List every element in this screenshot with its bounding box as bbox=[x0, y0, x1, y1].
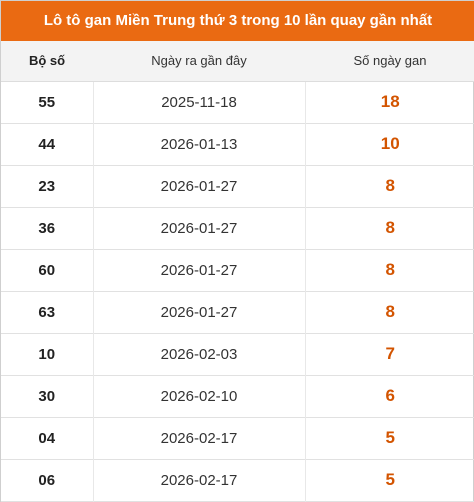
cell-number: 10 bbox=[1, 333, 94, 375]
cell-number: 06 bbox=[1, 459, 94, 501]
table-row: 06 2026-02-17 5 bbox=[1, 459, 474, 501]
cell-days: 5 bbox=[385, 470, 395, 489]
cell-number: 44 bbox=[1, 123, 94, 165]
table-row: 30 2026-02-10 6 bbox=[1, 375, 474, 417]
table-title: Lô tô gan Miền Trung thứ 3 trong 10 lần … bbox=[1, 1, 474, 41]
table-row: 23 2026-01-27 8 bbox=[1, 165, 474, 207]
cell-days: 8 bbox=[385, 260, 395, 279]
cell-days: 6 bbox=[385, 386, 395, 405]
cell-days: 10 bbox=[380, 134, 400, 153]
table-row: 04 2026-02-17 5 bbox=[1, 417, 474, 459]
cell-date: 2026-01-27 bbox=[93, 291, 306, 333]
cell-days: 5 bbox=[385, 428, 395, 447]
cell-days: 8 bbox=[385, 302, 395, 321]
cell-number: 55 bbox=[1, 81, 94, 123]
table-header-row: Bộ số Ngày ra gần đây Số ngày gan bbox=[1, 41, 474, 82]
cell-date: 2026-02-17 bbox=[93, 459, 306, 501]
cell-date: 2026-01-13 bbox=[93, 123, 306, 165]
table-row: 10 2026-02-03 7 bbox=[1, 333, 474, 375]
cell-date: 2026-01-27 bbox=[93, 207, 306, 249]
cell-number: 04 bbox=[1, 417, 94, 459]
header-date: Ngày ra gần đây bbox=[93, 41, 305, 82]
table-row: 55 2025-11-18 18 bbox=[1, 81, 474, 123]
cell-date: 2026-02-17 bbox=[93, 417, 306, 459]
cell-number: 30 bbox=[1, 375, 94, 417]
header-days: Số ngày gan bbox=[305, 41, 474, 82]
table-row: 44 2026-01-13 10 bbox=[1, 123, 474, 165]
cell-days: 8 bbox=[385, 176, 395, 195]
lotto-gan-table: Bộ số Ngày ra gần đây Số ngày gan 55 202… bbox=[1, 41, 474, 502]
cell-days: 7 bbox=[385, 344, 395, 363]
header-number: Bộ số bbox=[1, 41, 93, 82]
table-row: 60 2026-01-27 8 bbox=[1, 249, 474, 291]
cell-days: 18 bbox=[380, 92, 400, 111]
cell-date: 2026-01-27 bbox=[93, 165, 306, 207]
table-row: 36 2026-01-27 8 bbox=[1, 207, 474, 249]
cell-number: 60 bbox=[1, 249, 94, 291]
cell-date: 2026-02-10 bbox=[93, 375, 306, 417]
table-row: 63 2026-01-27 8 bbox=[1, 291, 474, 333]
cell-date: 2026-02-03 bbox=[93, 333, 306, 375]
cell-date: 2026-01-27 bbox=[93, 249, 306, 291]
cell-number: 36 bbox=[1, 207, 94, 249]
cell-date: 2025-11-18 bbox=[93, 81, 306, 123]
cell-number: 63 bbox=[1, 291, 94, 333]
cell-number: 23 bbox=[1, 165, 94, 207]
cell-days: 8 bbox=[385, 218, 395, 237]
